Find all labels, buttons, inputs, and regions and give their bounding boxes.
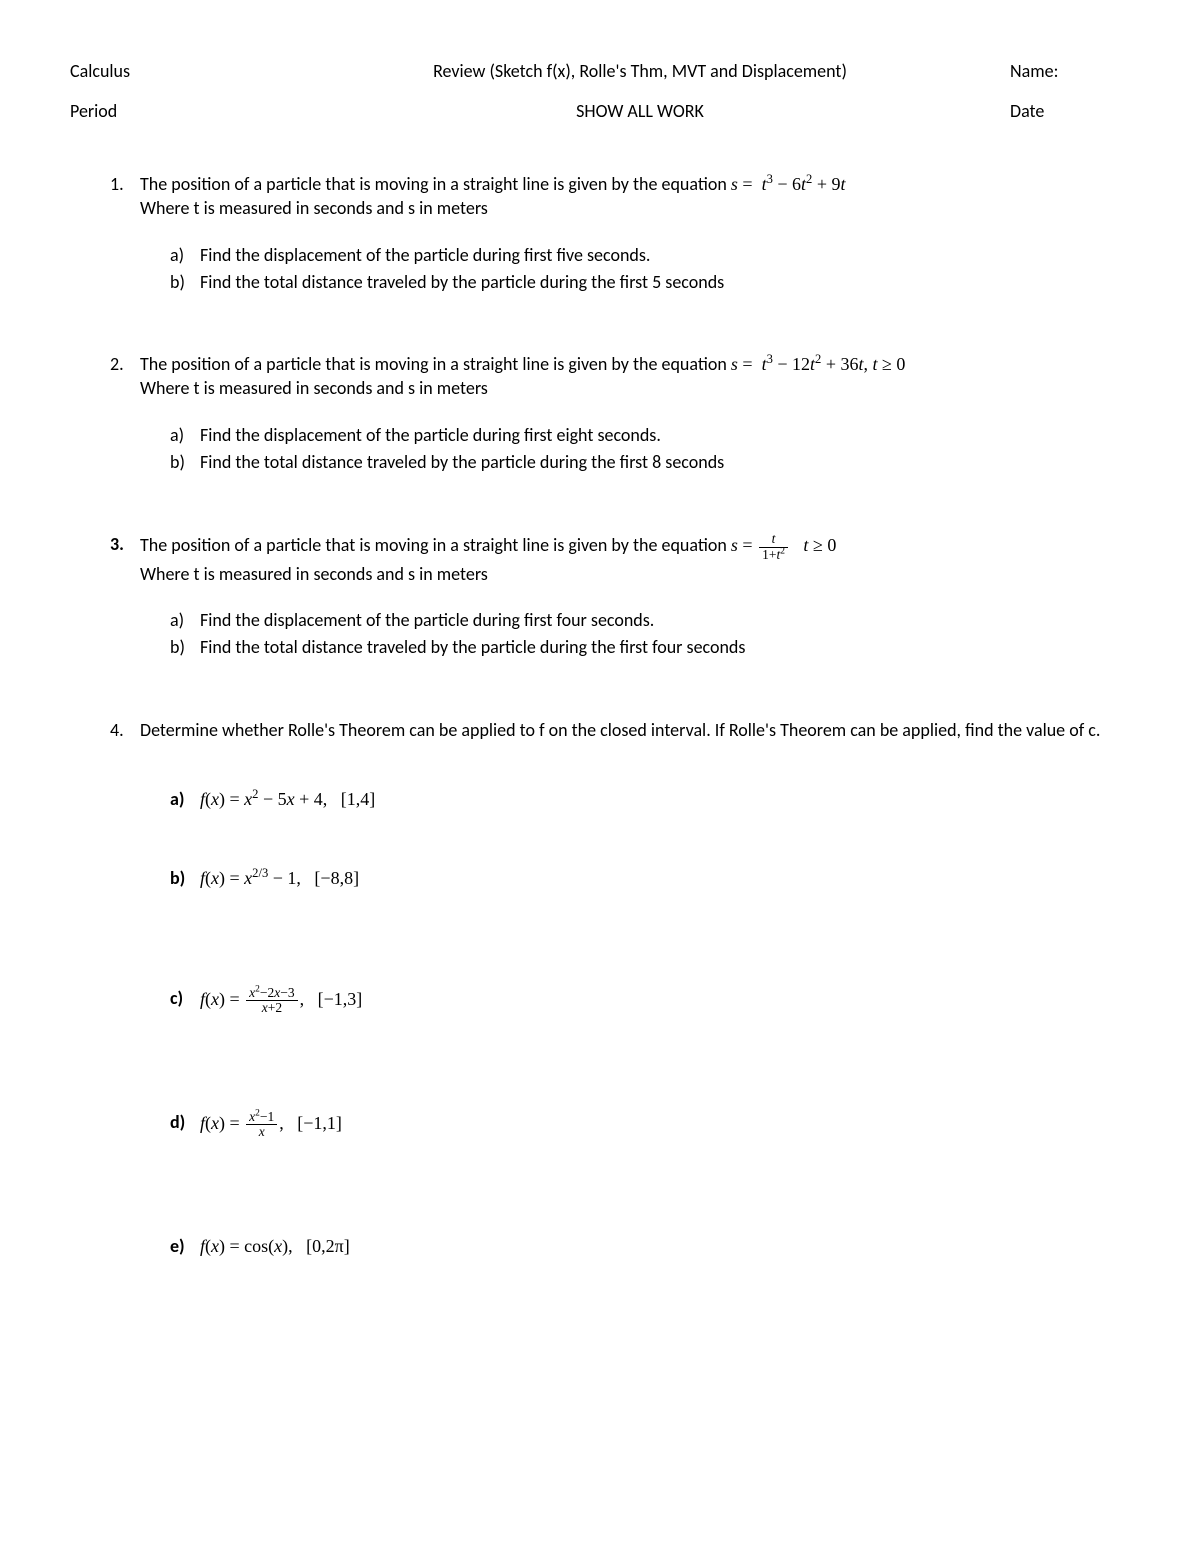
subpart-letter: a) xyxy=(170,608,200,632)
subpart-letter: b) xyxy=(170,450,200,474)
subpart-letter: d) xyxy=(170,1110,200,1139)
problem-3: 3. The position of a particle that is mo… xyxy=(110,532,1120,662)
subject-label: Calculus xyxy=(70,60,270,82)
problem-intro: The position of a particle that is movin… xyxy=(140,534,731,556)
header-row-1: Calculus Review (Sketch f(x), Rolle's Th… xyxy=(70,60,1130,82)
subpart-equation: f(x) = cos(x), [0,2π] xyxy=(200,1234,1120,1258)
subpart-letter: b) xyxy=(170,866,200,890)
period-label: Period xyxy=(70,100,270,122)
problem-number: 3. xyxy=(110,532,140,662)
header-row-2: Period SHOW ALL WORK Date xyxy=(70,100,1130,122)
subpart-equation: f(x) = x2−2x−3x+2, [−1,3] xyxy=(200,986,1120,1015)
problem-equation: s = t3 − 6t2 + 9t xyxy=(731,174,846,194)
subpart-letter: e) xyxy=(170,1234,200,1258)
date-label: Date xyxy=(1010,100,1130,122)
subpart-letter: b) xyxy=(170,270,200,294)
subpart-equation: f(x) = x2−1x, [−1,1] xyxy=(200,1110,1120,1139)
problems-list: 1. The position of a particle that is mo… xyxy=(70,172,1130,1261)
subpart-letter: a) xyxy=(170,243,200,267)
problem-where: Where t is measured in seconds and s in … xyxy=(140,196,1120,220)
subpart-letter: c) xyxy=(170,986,200,1015)
subpart-text: Find the total distance traveled by the … xyxy=(200,450,1120,474)
subpart-text: Find the displacement of the particle du… xyxy=(200,608,1120,632)
problem-where: Where t is measured in seconds and s in … xyxy=(140,376,1120,400)
show-work-label: SHOW ALL WORK xyxy=(270,100,1010,122)
problem-4: 4. Determine whether Rolle's Theorem can… xyxy=(110,718,1120,1262)
problem-intro: The position of a particle that is movin… xyxy=(140,173,731,195)
subpart-letter: a) xyxy=(170,787,200,811)
problem-intro: The position of a particle that is movin… xyxy=(140,353,731,375)
problem-number: 1. xyxy=(110,172,140,297)
worksheet-page: Calculus Review (Sketch f(x), Rolle's Th… xyxy=(0,0,1200,1396)
problem-number: 2. xyxy=(110,352,140,477)
problem-2: 2. The position of a particle that is mo… xyxy=(110,352,1120,477)
subpart-text: Find the displacement of the particle du… xyxy=(200,423,1120,447)
worksheet-title: Review (Sketch f(x), Rolle's Thm, MVT an… xyxy=(270,60,1010,82)
subpart-text: Find the total distance traveled by the … xyxy=(200,635,1120,659)
name-label: Name: xyxy=(1010,60,1130,82)
subpart-text: Find the total distance traveled by the … xyxy=(200,270,1120,294)
subpart-equation: f(x) = x2/3 − 1, [−8,8] xyxy=(200,866,1120,890)
problem-equation: s = t1+t2 t ≥ 0 xyxy=(731,535,836,555)
problem-where: Where t is measured in seconds and s in … xyxy=(140,562,1120,586)
problem-1: 1. The position of a particle that is mo… xyxy=(110,172,1120,297)
subpart-equation: f(x) = x2 − 5x + 4, [1,4] xyxy=(200,787,1120,811)
problem-text: Determine whether Rolle's Theorem can be… xyxy=(140,719,1100,741)
subpart-text: Find the displacement of the particle du… xyxy=(200,243,1120,267)
subpart-letter: b) xyxy=(170,635,200,659)
problem-equation: s = t3 − 12t2 + 36t, t ≥ 0 xyxy=(731,354,906,374)
subpart-letter: a) xyxy=(170,423,200,447)
problem-number: 4. xyxy=(110,718,140,1262)
